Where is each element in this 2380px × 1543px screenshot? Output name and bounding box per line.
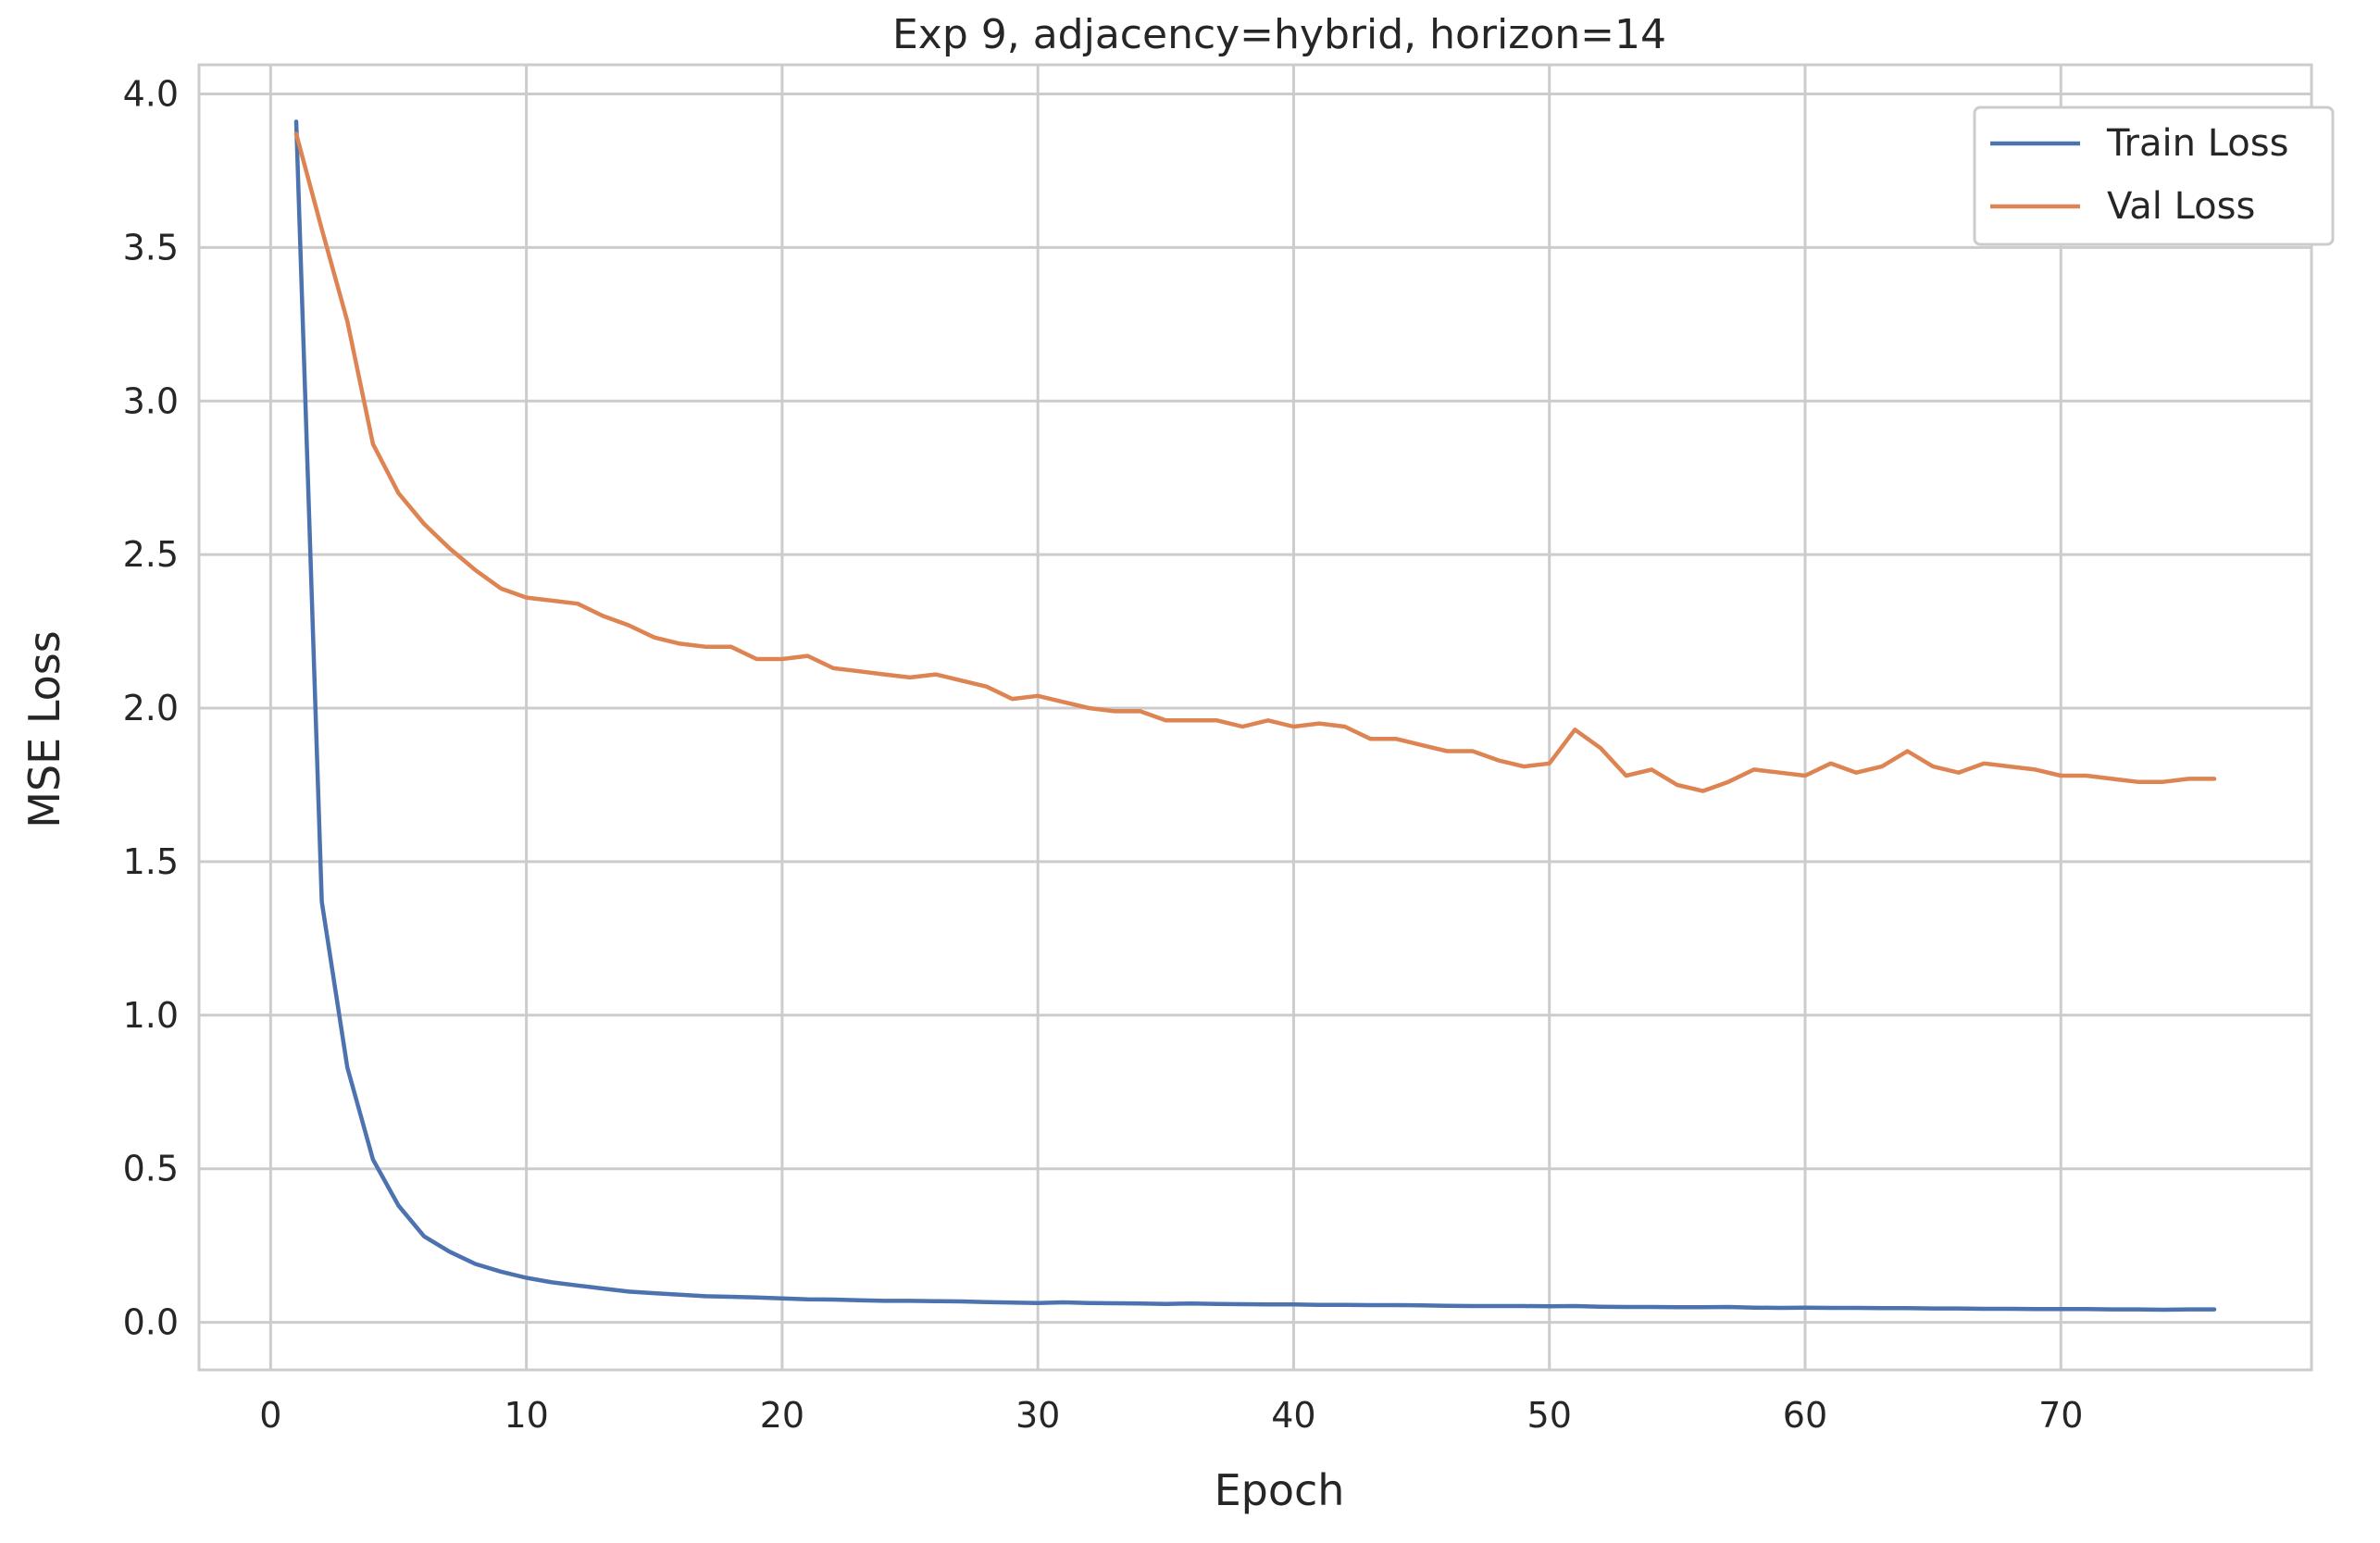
y-tick-label-2.0: 2.0 [123,688,179,728]
x-tick-label-50: 50 [1527,1395,1572,1436]
y-gridlines [199,93,2311,1325]
x-tick-label-0: 0 [259,1395,281,1436]
legend: Train Loss Val Loss [1973,106,2335,246]
y-tick-label-3.5: 3.5 [123,227,179,268]
y-tick-labels: 0.0 0.5 1.0 1.5 2.0 2.5 3.0 3.5 4.0 [123,74,179,1343]
chart-title: Exp 9, adjacency=hybrid, horizon=14 [892,11,1666,58]
x-tick-label-40: 40 [1271,1395,1315,1436]
y-tick-label-0.5: 0.5 [123,1149,179,1189]
plot-area [197,63,2313,1372]
legend-label-train-loss: Train Loss [2106,122,2288,165]
y-tick-label-4.0: 4.0 [123,74,179,115]
y-axis-label: MSE Loss [19,630,69,827]
series-line-val-loss [293,131,2217,793]
series-lines [293,119,2217,1313]
x-tick-labels: 0 10 20 30 40 50 60 70 [259,1395,2083,1436]
y-tick-label-3.0: 3.0 [123,380,179,421]
x-gridlines [268,65,2062,1370]
x-tick-label-60: 60 [1783,1395,1827,1436]
y-tick-label-2.5: 2.5 [123,534,179,575]
y-tick-label-0.0: 0.0 [123,1302,179,1343]
x-tick-label-70: 70 [2038,1395,2083,1436]
series-line-train-loss [293,119,2217,1313]
x-axis-label: Epoch [1215,1465,1345,1515]
x-tick-label-30: 30 [1016,1395,1060,1436]
x-tick-label-10: 10 [504,1395,548,1436]
y-tick-label-1.5: 1.5 [123,841,179,882]
x-tick-label-20: 20 [760,1395,804,1436]
y-tick-label-1.0: 1.0 [123,995,179,1036]
legend-label-val-loss: Val Loss [2107,185,2255,228]
